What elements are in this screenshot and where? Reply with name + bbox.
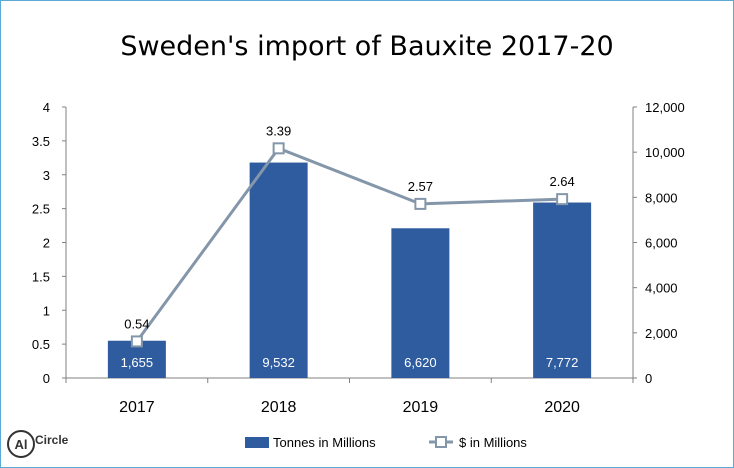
legend: Tonnes in Millions $ in Millions	[245, 435, 527, 450]
left-tick-label: 4	[43, 100, 50, 115]
line-point	[414, 197, 427, 210]
logo-name: Circle	[35, 433, 69, 447]
right-tick-label: 4,000	[645, 281, 678, 296]
series-line	[135, 146, 563, 343]
bar	[533, 202, 592, 378]
line-point	[556, 193, 569, 206]
right-tick-label: 0	[645, 371, 652, 386]
x-tick-label: 2019	[403, 399, 439, 416]
legend-bar-swatch	[245, 437, 269, 448]
line-point	[130, 335, 143, 348]
x-tick-label: 2020	[544, 399, 580, 416]
bar	[249, 162, 308, 378]
line-data-label: 0.54	[124, 316, 149, 331]
chart-title: Sweden's import of Bauxite 2017-20	[120, 31, 613, 62]
right-tick-label: 10,000	[645, 145, 685, 160]
legend-line-marker	[435, 436, 447, 448]
right-tick-label: 2,000	[645, 326, 678, 341]
x-tick-label: 2017	[119, 399, 155, 416]
line-data-label: 2.57	[408, 179, 433, 194]
bar-series: 1,655 9,532 6,620 7,772	[107, 162, 592, 378]
left-tick-label: 2.5	[32, 202, 50, 217]
right-tick-label: 8,000	[645, 190, 678, 205]
bar-data-label: 7,772	[546, 355, 579, 370]
line-data-label: 2.64	[549, 174, 574, 189]
logo: Al Circle	[7, 430, 69, 458]
line-data-label: 3.39	[266, 123, 291, 138]
legend-line-label: $ in Millions	[459, 435, 527, 450]
left-tick-label: 1	[43, 303, 50, 318]
bar-data-label: 9,532	[262, 355, 295, 370]
bar	[391, 228, 450, 378]
logo-circle-icon	[7, 430, 35, 458]
axes: 0 0.5 1 1.5 2 2.5 3 3.5 4 0 2,000 4,000 6,000 8,000 10…	[32, 100, 685, 416]
line-point	[272, 142, 285, 155]
bar-data-label: 1,655	[121, 355, 154, 370]
logo-mark: Al	[15, 437, 28, 452]
bar-data-label: 6,620	[404, 355, 437, 370]
left-tick-label: 0	[43, 371, 50, 386]
line-series: 0.54 3.39 2.57 2.64	[124, 123, 575, 348]
legend-bar-label: Tonnes in Millions	[273, 435, 376, 450]
left-tick-label: 1.5	[32, 269, 50, 284]
right-tick-label: 12,000	[645, 100, 685, 115]
left-tick-label: 3	[43, 168, 50, 183]
left-tick-label: 0.5	[32, 337, 50, 352]
x-tick-label: 2018	[261, 399, 297, 416]
left-tick-label: 2	[43, 236, 50, 251]
left-tick-label: 3.5	[32, 134, 50, 149]
right-tick-label: 6,000	[645, 236, 678, 251]
